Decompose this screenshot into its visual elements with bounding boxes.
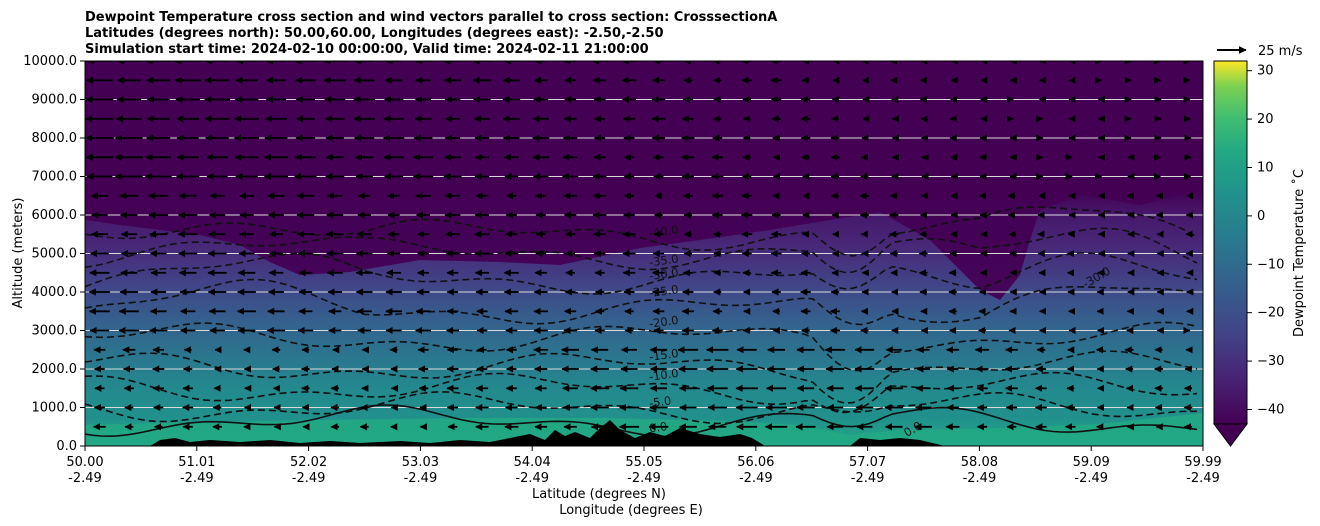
x-tick-label-lon: -2.49 xyxy=(515,471,549,486)
colorbar-tick-label: 0 xyxy=(1257,209,1265,224)
y-tick-label: 0.0 xyxy=(56,439,77,454)
y-tick-label: 9000.0 xyxy=(32,93,78,108)
x-axis-label: Latitude (degrees N) xyxy=(532,487,666,502)
colorbar: −40 −30 −20 −10 0 10 20 30 Dewpoint Temperature… xyxy=(1213,60,1307,447)
vector-key-label: 25 m/s xyxy=(1258,44,1303,59)
colorbar-tick-label: −30 xyxy=(1257,354,1284,369)
wind-vectors xyxy=(85,61,1194,431)
x-tick-label-lon: -2.49 xyxy=(1074,471,1108,486)
x-tick-label-lon: -2.49 xyxy=(963,471,997,486)
y-tick-label: 6000.0 xyxy=(32,208,78,223)
colorbar-extend-triangle xyxy=(1213,423,1248,447)
colorbar-body xyxy=(1213,60,1248,425)
chart-title-line-1: Dewpoint Temperature cross section and w… xyxy=(85,10,777,25)
colorbar-label: Dewpoint Temperature ˚C xyxy=(1291,169,1307,337)
contour-line xyxy=(85,350,1198,404)
colorbar-tick-label: −20 xyxy=(1257,306,1284,321)
colorbar-ticks: −40 −30 −20 −10 0 10 20 30 xyxy=(1247,64,1284,417)
x-tick-label-lon: -2.49 xyxy=(739,471,773,486)
chart-title-line-2: Latitudes (degrees north): 50.00,60.00, … xyxy=(85,26,664,41)
x-tick-label-lon: -2.49 xyxy=(180,471,214,486)
colorbar-tick-label: 20 xyxy=(1257,112,1274,127)
x-tick-label-lon: -2.49 xyxy=(68,471,102,486)
x-axis-label-2: Longitude (degrees E) xyxy=(559,503,703,518)
x-tick-label-lat: 57.07 xyxy=(849,455,886,470)
colorbar-tick-label: 30 xyxy=(1257,64,1274,79)
x-tick-label-lat: 59.99 xyxy=(1184,455,1221,470)
x-tick-label-lat: 55.05 xyxy=(625,455,662,470)
contour-label: -20.0 xyxy=(648,313,679,331)
y-tick-label: 1000.0 xyxy=(32,401,78,416)
y-axis-ticks: 0.0 1000.0 2000.0 3000.0 4000.0 5000.0 6000.0 7… xyxy=(23,54,85,454)
x-tick-label-lon: -2.49 xyxy=(292,471,326,486)
x-tick-label-lon: -2.49 xyxy=(851,471,885,486)
colorbar-tick-label: 10 xyxy=(1257,160,1274,175)
x-tick-label-lat: 52.02 xyxy=(290,455,327,470)
terrain-orography xyxy=(85,420,945,446)
x-axis-ticks: 50.00-2.4951.01-2.4952.02-2.4953.03-2.49… xyxy=(66,446,1222,486)
y-tick-label: 7000.0 xyxy=(32,170,78,185)
y-axis-label: Altitude (meters) xyxy=(11,198,26,309)
x-tick-label-lat: 54.04 xyxy=(514,455,551,470)
contour-line xyxy=(85,206,1198,257)
x-tick-label-lon: -2.49 xyxy=(1186,471,1220,486)
x-tick-label-lat: 56.06 xyxy=(737,455,774,470)
contour-line xyxy=(85,278,1198,326)
colorbar-tick-label: −40 xyxy=(1257,402,1284,417)
dewpoint-contours: -40.0-35.0-30.0-25.0-20.0-15.0-10.0-5.00… xyxy=(85,206,1198,440)
plot-area: -40.0-35.0-30.0-25.0-20.0-15.0-10.0-5.00… xyxy=(85,61,1203,446)
contour-line xyxy=(85,371,1198,414)
x-tick-label-lat: 58.08 xyxy=(961,455,998,470)
x-tick-label-lat: 59.09 xyxy=(1073,455,1110,470)
contour-line xyxy=(85,404,1198,438)
x-tick-label-lat: 53.03 xyxy=(402,455,439,470)
y-tick-label: 8000.0 xyxy=(32,131,78,146)
y-tick-label: 4000.0 xyxy=(32,285,78,300)
contour-line xyxy=(85,227,1198,274)
contour-line xyxy=(85,321,1198,372)
moist-surface-layer xyxy=(85,413,1203,446)
x-tick-label-lat: 51.01 xyxy=(178,455,215,470)
contour-line xyxy=(85,391,1197,425)
x-tick-label-lat: 50.00 xyxy=(66,455,103,470)
chart-title-line-3: Simulation start time: 2024-02-10 00:00:… xyxy=(85,42,649,57)
x-tick-label-lon: -2.49 xyxy=(627,471,661,486)
x-tick-label-lon: -2.49 xyxy=(404,471,438,486)
colorbar-tick-label: −10 xyxy=(1257,257,1284,272)
y-tick-label: 10000.0 xyxy=(23,54,77,69)
y-tick-label: 3000.0 xyxy=(32,324,78,339)
y-tick-label: 5000.0 xyxy=(32,247,78,262)
y-tick-label: 2000.0 xyxy=(32,362,78,377)
